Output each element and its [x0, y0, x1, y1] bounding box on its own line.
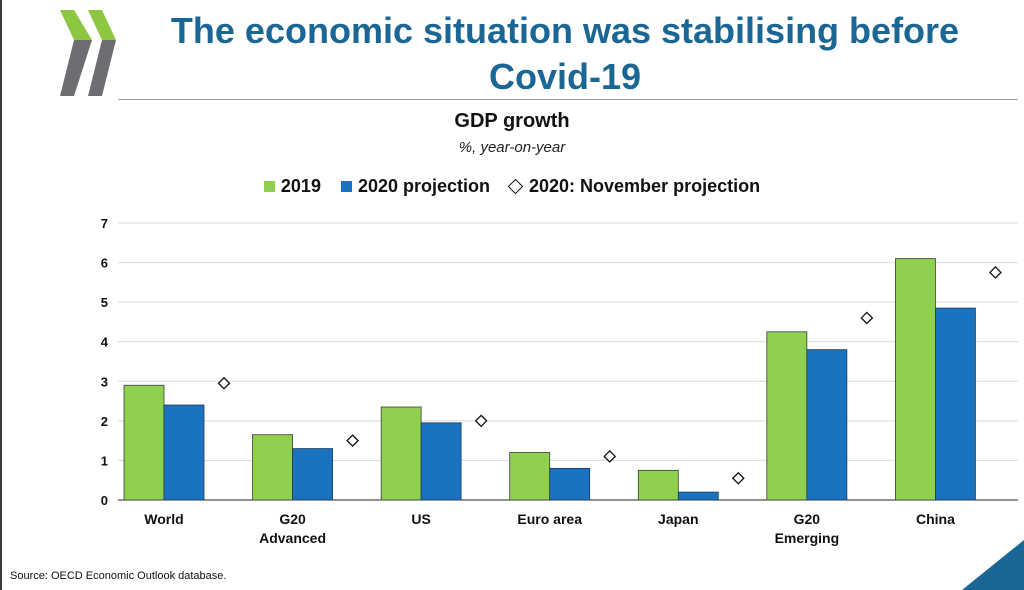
legend-swatch-2019 [263, 181, 275, 192]
bar-2020-projection [935, 307, 976, 501]
y-tick-label: 1 [101, 453, 108, 468]
legend-swatch-2020-projection [340, 181, 352, 192]
bar-2020-projection [163, 404, 205, 501]
bar-2019 [123, 384, 165, 501]
legend-label-2020-projection: 2020 projection [357, 176, 490, 196]
marker-november-projection [731, 471, 745, 485]
y-tick-label: 0 [101, 493, 108, 508]
legend-item-2019: 2019 [263, 176, 321, 197]
x-category-label: Euro area [517, 511, 582, 527]
source-note: Source: OECD Economic Outlook database. [10, 570, 227, 582]
y-tick-label: 6 [101, 256, 108, 271]
bar-2020-projection [677, 491, 719, 501]
marker-november-projection [989, 266, 1002, 279]
marker-november-projection [474, 414, 488, 428]
corner-accent [962, 540, 1024, 590]
x-category-label: G20 Emerging [775, 511, 840, 546]
legend-item-2020-projection: 2020 projection [340, 176, 490, 197]
marker-november-projection [346, 434, 359, 448]
chart-title: GDP growth [454, 110, 570, 132]
y-tick-label: 5 [101, 295, 108, 310]
chart-subtitle: %, year-on-year [458, 139, 566, 156]
bar-2019 [895, 258, 936, 501]
marker-november-projection [217, 376, 231, 390]
x-category-label: US [411, 511, 430, 527]
frame-border [0, 0, 2, 590]
bar-2020-projection [549, 467, 591, 501]
page-title: The economic situation was stabilising b… [170, 10, 960, 97]
title-divider [118, 99, 1018, 100]
legend-item-november-projection: 2020: November projection [507, 176, 761, 197]
y-tick-label: 2 [101, 414, 108, 429]
bar-2020-projection [806, 349, 848, 501]
x-category-label: World [144, 511, 183, 527]
bar-2019 [509, 452, 551, 501]
legend-label-2019: 2019 [280, 176, 321, 196]
bar-2019 [252, 434, 293, 501]
oecd-logo-icon [60, 10, 116, 96]
bar-2020-projection [420, 422, 462, 501]
y-tick-label: 4 [101, 335, 109, 350]
bar-2020-projection [292, 448, 333, 501]
marker-november-projection [860, 311, 874, 325]
bar-2019 [380, 406, 422, 501]
x-category-label: China [916, 511, 955, 527]
y-tick-label: 7 [101, 216, 108, 231]
chart-legend: 2019 2020 projection 2020: November proj… [0, 176, 1024, 197]
bar-2019 [637, 469, 679, 501]
legend-label-november-projection: 2020: November projection [529, 176, 761, 196]
x-category-label: Japan [658, 511, 698, 527]
x-category-label: G20 Advanced [259, 511, 326, 546]
y-tick-label: 3 [101, 374, 108, 389]
bar-2019 [766, 331, 808, 501]
marker-november-projection [603, 450, 617, 463]
